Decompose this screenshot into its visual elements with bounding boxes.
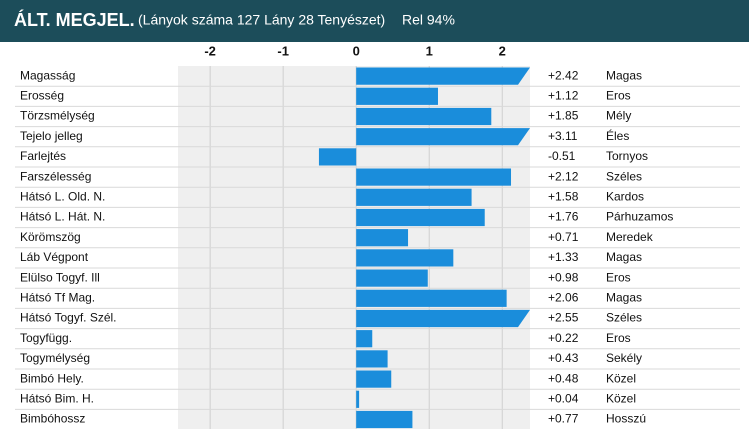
bar bbox=[356, 370, 392, 388]
category-label: Körömszög bbox=[20, 230, 81, 244]
category-label: Magasság bbox=[20, 68, 75, 82]
category-label: Bimbó Hely. bbox=[20, 371, 84, 385]
value-label: +1.33 bbox=[548, 250, 579, 264]
category-label: Hátsó Bim. H. bbox=[20, 391, 94, 405]
bar bbox=[356, 67, 530, 85]
category-label: Hátsó L. Old. N. bbox=[20, 189, 105, 203]
descriptor-label: Közel bbox=[606, 371, 636, 385]
value-label: +0.04 bbox=[548, 391, 579, 405]
chart-subtitle: (Lányok száma 127 Lány 28 Tenyészet) bbox=[138, 12, 385, 28]
bar bbox=[356, 87, 438, 105]
descriptor-label: Meredek bbox=[606, 230, 654, 244]
chart-title: ÁLT. MEGJEL. bbox=[14, 9, 135, 30]
descriptor-label: Széles bbox=[606, 169, 642, 183]
category-label: Togymélység bbox=[20, 351, 90, 365]
x-tick-label: 2 bbox=[499, 43, 506, 58]
value-label: +0.98 bbox=[548, 270, 579, 284]
bar bbox=[318, 148, 357, 166]
value-label: +1.58 bbox=[548, 189, 579, 203]
bars bbox=[318, 67, 530, 429]
category-label: Farlejtés bbox=[20, 149, 66, 163]
descriptor-label: Hosszú bbox=[606, 412, 646, 426]
value-label: +3.11 bbox=[548, 129, 578, 143]
bar bbox=[356, 168, 512, 186]
category-label: Tejelo jelleg bbox=[20, 129, 83, 143]
bar bbox=[356, 410, 413, 429]
value-label: +0.22 bbox=[548, 331, 579, 345]
bar bbox=[356, 350, 388, 368]
category-label: Hátsó L. Hát. N. bbox=[20, 210, 105, 224]
descriptor-label: Közel bbox=[606, 391, 636, 405]
value-label: +2.06 bbox=[548, 290, 579, 304]
bar bbox=[356, 249, 454, 267]
header: ÁLT. MEGJEL. (Lányok száma 127 Lány 28 T… bbox=[0, 0, 749, 42]
descriptor-label: Kardos bbox=[606, 189, 644, 203]
value-label: +1.76 bbox=[548, 210, 579, 224]
x-tick-label: 0 bbox=[353, 43, 360, 58]
x-tick-label: -2 bbox=[204, 43, 216, 58]
bar bbox=[356, 330, 373, 348]
bar bbox=[356, 390, 360, 408]
header-background bbox=[0, 0, 749, 42]
value-label: +2.55 bbox=[548, 311, 579, 325]
descriptor-label: Éles bbox=[606, 128, 629, 143]
bar bbox=[356, 188, 472, 206]
value-label: +2.42 bbox=[548, 68, 579, 82]
descriptor-label: Tornyos bbox=[606, 149, 648, 163]
value-label: +0.43 bbox=[548, 351, 579, 365]
bar bbox=[356, 128, 530, 146]
x-tick-label: 1 bbox=[426, 43, 433, 58]
bar bbox=[356, 269, 428, 287]
value-label: +0.48 bbox=[548, 371, 579, 385]
value-label: -0.51 bbox=[548, 149, 576, 163]
category-label: Erosség bbox=[20, 88, 64, 102]
descriptor-label: Eros bbox=[606, 270, 631, 284]
descriptor-label: Eros bbox=[606, 331, 631, 345]
descriptor-label: Széles bbox=[606, 311, 642, 325]
descriptor-label: Magas bbox=[606, 250, 642, 264]
descriptor-label: Eros bbox=[606, 88, 631, 102]
bar bbox=[356, 107, 492, 126]
bar bbox=[356, 309, 530, 328]
category-label: Láb Végpont bbox=[20, 250, 89, 264]
category-label: Elülso Togyf. Ill bbox=[20, 270, 100, 284]
value-label: +0.71 bbox=[548, 230, 579, 244]
category-label: Bimbóhossz bbox=[20, 412, 85, 426]
value-label: +1.12 bbox=[548, 88, 579, 102]
x-tick-label: -1 bbox=[277, 43, 289, 58]
value-label: +0.77 bbox=[548, 412, 579, 426]
category-label: Törzsmélység bbox=[20, 109, 95, 123]
descriptor-label: Mély bbox=[606, 109, 631, 123]
descriptor-label: Sekély bbox=[606, 351, 642, 365]
category-label: Hátsó Togyf. Szél. bbox=[20, 311, 117, 325]
descriptor-label: Magas bbox=[606, 290, 642, 304]
reliability: Rel 94% bbox=[402, 12, 455, 28]
bar bbox=[356, 229, 409, 247]
category-label: Farszélesség bbox=[20, 169, 91, 183]
bar bbox=[356, 208, 485, 227]
descriptor-label: Magas bbox=[606, 68, 642, 82]
bar bbox=[356, 289, 507, 307]
value-label: +1.85 bbox=[548, 109, 579, 123]
category-label: Togyfügg. bbox=[20, 331, 72, 345]
descriptor-label: Párhuzamos bbox=[606, 210, 673, 224]
category-label: Hátsó Tf Mag. bbox=[20, 290, 95, 304]
value-label: +2.12 bbox=[548, 169, 579, 183]
